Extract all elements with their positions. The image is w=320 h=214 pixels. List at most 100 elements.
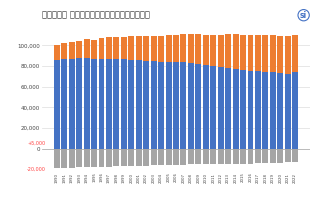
Bar [158,36,164,62]
Bar [255,35,261,71]
Bar [128,60,134,149]
Bar [143,36,149,61]
Bar [76,58,82,149]
Bar [225,149,231,164]
Bar [203,35,209,65]
Bar [285,36,291,74]
Bar [69,42,75,59]
Bar [248,71,253,149]
Bar [76,149,82,167]
Bar [113,149,119,166]
Bar [165,149,172,165]
Bar [91,40,97,59]
Bar [136,149,142,166]
Bar [91,149,97,167]
Bar [255,71,261,149]
Text: 日本の人口 生産年齢人口の推移と比較（積上）: 日本の人口 生産年齢人口の推移と比較（積上） [42,11,149,20]
Bar [76,40,82,58]
Bar [292,35,298,72]
Bar [128,149,134,166]
Bar [165,35,172,62]
Bar [196,149,201,164]
Bar [158,149,164,165]
Bar [210,66,216,149]
Bar [91,59,97,149]
Bar [54,45,60,60]
Bar [218,149,224,164]
Bar [84,39,90,58]
Bar [262,36,268,72]
Bar [173,34,179,62]
Bar [210,149,216,164]
Bar [233,34,239,69]
Bar [248,149,253,163]
Bar [292,149,298,162]
Bar [218,35,224,67]
Bar [99,149,104,167]
Bar [255,149,261,163]
Bar [262,149,268,163]
Bar [292,72,298,149]
Bar [270,72,276,149]
Bar [158,62,164,149]
Bar [106,149,112,167]
Bar [143,61,149,149]
Bar [285,149,291,162]
Bar [277,73,283,149]
Bar [225,34,231,68]
Bar [151,61,156,149]
Bar [188,149,194,164]
Bar [54,60,60,149]
Bar [188,34,194,63]
Bar [106,59,112,149]
Bar [61,59,67,149]
Bar [240,70,246,149]
Text: si: si [300,11,307,20]
Bar [203,65,209,149]
Bar [69,59,75,149]
Bar [270,35,276,72]
Bar [113,37,119,59]
Bar [151,149,156,165]
Bar [113,59,119,149]
Bar [188,63,194,149]
Bar [240,149,246,163]
Bar [106,37,112,59]
Bar [121,149,127,166]
Bar [54,149,60,168]
Bar [277,36,283,73]
Bar [151,36,156,61]
Bar [233,69,239,149]
Bar [210,35,216,66]
Bar [233,149,239,163]
Bar [99,59,104,149]
Bar [203,149,209,164]
Bar [128,36,134,60]
Bar [173,149,179,165]
Bar [285,74,291,149]
Text: -20,000: -20,000 [27,167,46,172]
Bar [262,72,268,149]
Bar [173,62,179,149]
Bar [61,43,67,59]
Bar [277,149,283,163]
Bar [99,39,104,59]
Bar [270,149,276,163]
Bar [121,37,127,59]
Text: +5,000: +5,000 [28,141,46,146]
Bar [225,68,231,149]
Bar [84,149,90,167]
Bar [69,149,75,168]
Bar [196,34,201,64]
Bar [218,67,224,149]
Bar [180,34,187,62]
Bar [180,62,187,149]
Bar [61,149,67,168]
Bar [196,64,201,149]
Bar [84,58,90,149]
Bar [248,35,253,71]
Bar [165,62,172,149]
Bar [240,35,246,70]
Bar [121,59,127,149]
Bar [180,149,187,165]
